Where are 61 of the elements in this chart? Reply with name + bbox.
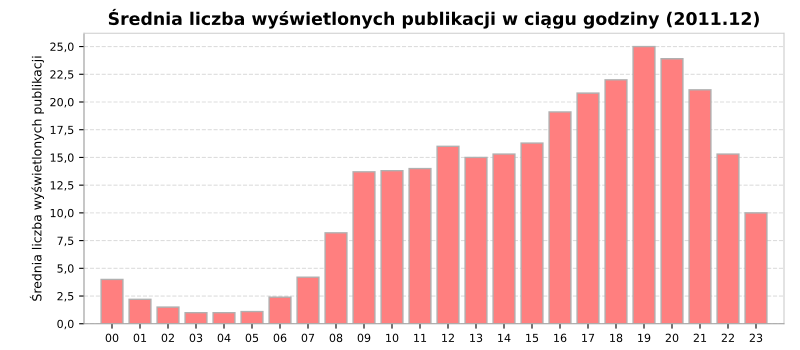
x-tick-label: 19 bbox=[638, 334, 650, 342]
x-tick-label: 01 bbox=[134, 334, 146, 342]
y-tick-label: 7,5 bbox=[58, 236, 74, 246]
bar bbox=[604, 79, 628, 324]
chart-title: Średnia liczba wyświetlonych publikacji w ciągu godziny (2011.12) bbox=[108, 8, 759, 29]
bar bbox=[408, 168, 432, 324]
y-tick-label: 0,0 bbox=[57, 320, 74, 330]
bar bbox=[184, 312, 208, 324]
x-tick-label: 22 bbox=[722, 334, 734, 342]
y-tick-label: 22,5 bbox=[50, 70, 74, 80]
bar bbox=[268, 296, 292, 324]
x-tick-label: 21 bbox=[694, 334, 706, 342]
bar bbox=[436, 146, 460, 324]
bar bbox=[688, 89, 712, 324]
x-tick-label: 14 bbox=[498, 334, 510, 342]
x-tick-label: 17 bbox=[582, 334, 594, 342]
x-tick-label: 00 bbox=[106, 334, 118, 342]
bar bbox=[492, 153, 516, 324]
x-tick-label: 13 bbox=[470, 334, 482, 342]
bar bbox=[296, 276, 320, 324]
bar bbox=[352, 171, 376, 324]
bar bbox=[324, 232, 348, 324]
x-tick-label: 12 bbox=[442, 334, 454, 342]
x-tick-label: 18 bbox=[610, 334, 622, 342]
x-tick-label: 16 bbox=[554, 334, 566, 342]
bar bbox=[660, 58, 684, 324]
y-tick-label: 25,0 bbox=[50, 42, 74, 52]
y-axis-title: Średnia liczba wyświetlonych publikacji bbox=[30, 56, 44, 301]
x-tick-label: 07 bbox=[302, 334, 314, 342]
x-tick-label: 15 bbox=[526, 334, 538, 342]
x-tick-label: 10 bbox=[386, 334, 398, 342]
y-tick-label: 17,5 bbox=[50, 126, 74, 136]
x-tick-label: 03 bbox=[190, 334, 202, 342]
y-tick-label: 5,0 bbox=[57, 264, 74, 274]
x-tick-label: 02 bbox=[162, 334, 174, 342]
y-tick-label: 10,0 bbox=[50, 208, 74, 218]
bar bbox=[128, 298, 152, 324]
x-tick-label: 08 bbox=[330, 334, 342, 342]
bar bbox=[156, 306, 180, 324]
bar bbox=[380, 170, 404, 324]
bar bbox=[632, 46, 656, 324]
x-tick-label: 09 bbox=[358, 334, 370, 342]
bar bbox=[100, 278, 124, 324]
bar bbox=[548, 111, 572, 324]
x-tick-label: 20 bbox=[666, 334, 678, 342]
y-tick-label: 12,5 bbox=[50, 181, 74, 191]
bar bbox=[744, 212, 768, 324]
bar bbox=[212, 312, 236, 324]
x-tick-label: 05 bbox=[246, 334, 258, 342]
y-tick-label: 2,5 bbox=[57, 292, 74, 302]
x-tick-label: 23 bbox=[750, 334, 762, 342]
bar bbox=[716, 153, 740, 324]
bar bbox=[576, 92, 600, 324]
bar bbox=[464, 156, 488, 324]
bar bbox=[520, 142, 544, 324]
bar bbox=[240, 310, 264, 324]
y-tick-label: 20,0 bbox=[50, 98, 74, 108]
x-tick-label: 11 bbox=[414, 334, 426, 342]
x-tick-label: 06 bbox=[274, 334, 286, 342]
y-tick-label: 15,0 bbox=[50, 153, 74, 163]
x-tick-label: 04 bbox=[218, 334, 230, 342]
